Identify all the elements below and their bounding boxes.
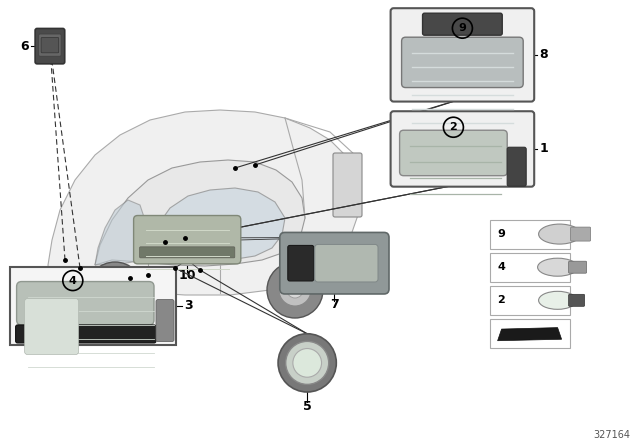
FancyBboxPatch shape	[10, 267, 176, 345]
FancyBboxPatch shape	[402, 37, 524, 87]
FancyBboxPatch shape	[390, 111, 534, 187]
Ellipse shape	[539, 291, 577, 309]
FancyBboxPatch shape	[333, 153, 362, 217]
FancyBboxPatch shape	[568, 261, 587, 273]
FancyBboxPatch shape	[490, 253, 570, 282]
Text: 4: 4	[69, 276, 77, 285]
Circle shape	[278, 334, 337, 392]
Text: 9: 9	[458, 23, 467, 33]
Text: 2: 2	[449, 122, 457, 132]
Polygon shape	[148, 188, 285, 263]
FancyBboxPatch shape	[315, 245, 378, 282]
Circle shape	[279, 274, 311, 306]
Polygon shape	[48, 110, 360, 295]
Text: 9: 9	[498, 229, 506, 239]
Polygon shape	[95, 200, 146, 265]
FancyBboxPatch shape	[490, 220, 570, 249]
FancyBboxPatch shape	[288, 246, 314, 281]
Circle shape	[99, 274, 131, 306]
FancyBboxPatch shape	[41, 38, 59, 53]
Text: 2: 2	[498, 295, 506, 306]
Text: 327164: 327164	[593, 430, 630, 440]
Text: 4: 4	[498, 262, 506, 272]
Text: 7: 7	[330, 298, 339, 311]
FancyBboxPatch shape	[134, 215, 241, 264]
FancyBboxPatch shape	[508, 147, 526, 186]
Circle shape	[267, 262, 323, 318]
Circle shape	[293, 349, 321, 377]
FancyBboxPatch shape	[422, 13, 502, 35]
Text: 10: 10	[179, 269, 196, 282]
Text: 3: 3	[184, 299, 193, 312]
Circle shape	[107, 282, 123, 298]
FancyBboxPatch shape	[15, 325, 156, 343]
FancyBboxPatch shape	[571, 227, 591, 241]
FancyBboxPatch shape	[390, 8, 534, 102]
Polygon shape	[498, 327, 562, 341]
Circle shape	[287, 282, 303, 298]
FancyBboxPatch shape	[35, 29, 65, 64]
FancyBboxPatch shape	[490, 286, 570, 315]
FancyBboxPatch shape	[17, 281, 154, 325]
Ellipse shape	[538, 258, 578, 276]
Circle shape	[87, 262, 143, 318]
FancyBboxPatch shape	[140, 247, 235, 258]
Circle shape	[285, 341, 329, 384]
Polygon shape	[95, 160, 305, 266]
FancyBboxPatch shape	[156, 300, 174, 341]
Text: 1: 1	[540, 142, 548, 155]
FancyBboxPatch shape	[38, 34, 61, 56]
FancyBboxPatch shape	[24, 298, 79, 354]
Ellipse shape	[539, 224, 580, 244]
FancyBboxPatch shape	[280, 233, 389, 294]
Text: 5: 5	[303, 400, 312, 413]
Text: 6: 6	[20, 39, 29, 53]
FancyBboxPatch shape	[399, 130, 508, 176]
FancyBboxPatch shape	[490, 319, 570, 348]
Text: 8: 8	[540, 48, 548, 61]
FancyBboxPatch shape	[568, 294, 584, 306]
